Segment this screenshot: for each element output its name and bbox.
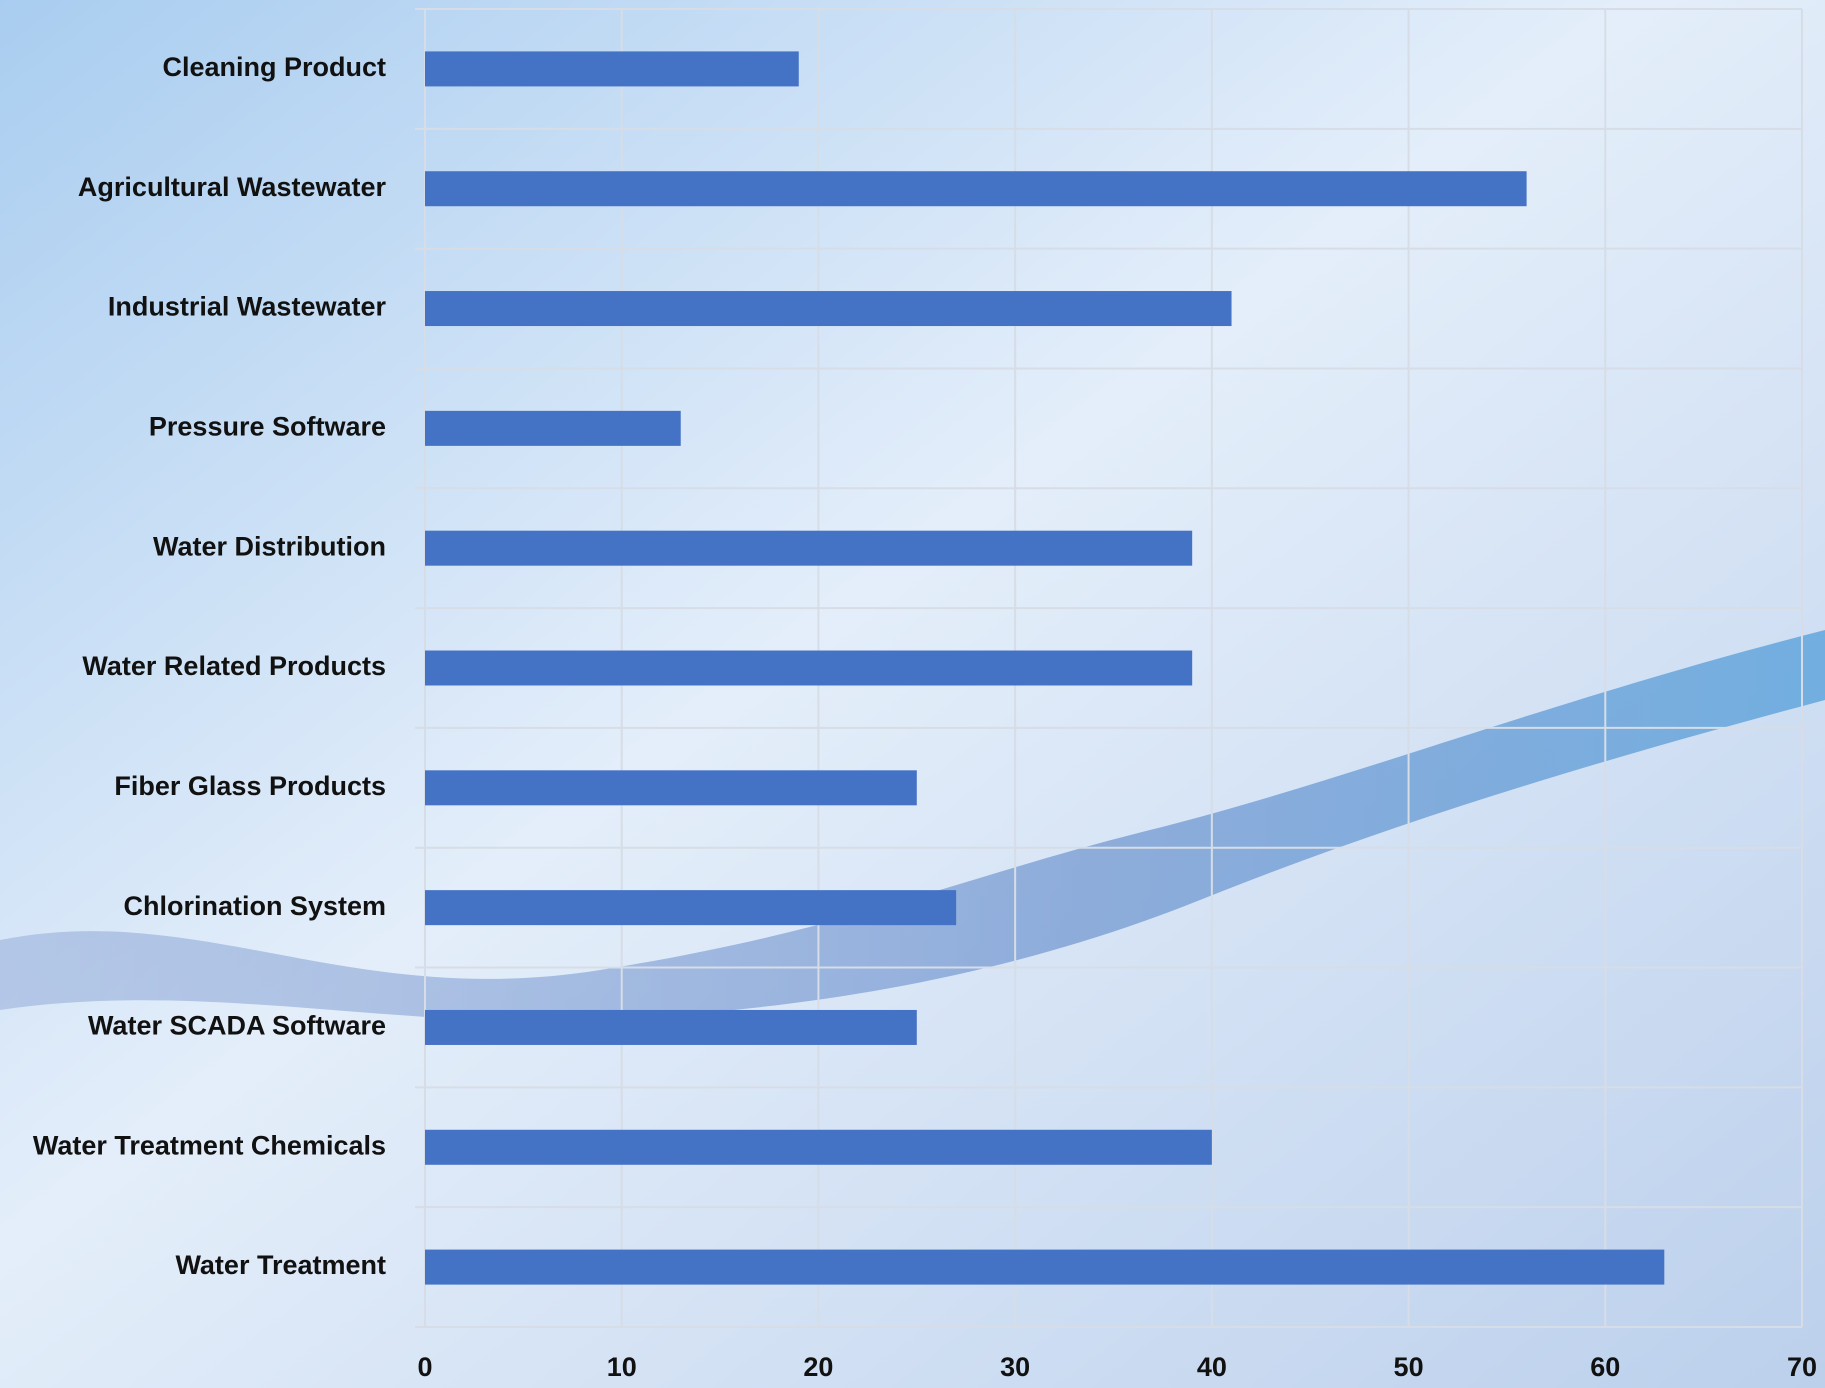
bar [425,650,1193,686]
bar [425,1249,1665,1285]
background-wave [0,630,1825,1022]
y-tick-label: Water Treatment [175,1250,386,1280]
x-tick-label: 0 [417,1352,432,1382]
x-tick-label: 40 [1197,1352,1227,1382]
y-tick-label: Water Related Products [82,651,386,681]
bar [425,291,1232,327]
x-tick-label: 20 [803,1352,833,1382]
y-tick-label: Chlorination System [123,891,386,921]
y-tick-label: Water Treatment Chemicals [33,1130,386,1160]
bar [425,890,957,926]
bar [425,1009,917,1045]
y-tick-label: Pressure Software [149,411,386,441]
y-tick-label: Fiber Glass Products [114,771,386,801]
y-tick-label: Cleaning Product [162,52,386,82]
bar [425,770,917,806]
y-tick-label: Water SCADA Software [88,1011,386,1041]
x-tick-label: 30 [1000,1352,1030,1382]
x-tick-label: 60 [1590,1352,1620,1382]
x-tick-label: 10 [607,1352,637,1382]
x-tick-label: 70 [1787,1352,1817,1382]
y-tick-label: Water Distribution [153,531,386,561]
plot-area: 0 10 20 30 40 50 60 70 Cleaning Product Agricultu… [33,8,1817,1382]
bar [425,410,681,446]
bar [425,530,1193,566]
x-tick-label: 50 [1394,1352,1424,1382]
bar [425,51,799,87]
bar [425,171,1527,207]
bar [425,1129,1212,1165]
y-tick-label: Agricultural Wastewater [78,172,387,202]
y-tick-label: Industrial Wastewater [108,292,387,322]
